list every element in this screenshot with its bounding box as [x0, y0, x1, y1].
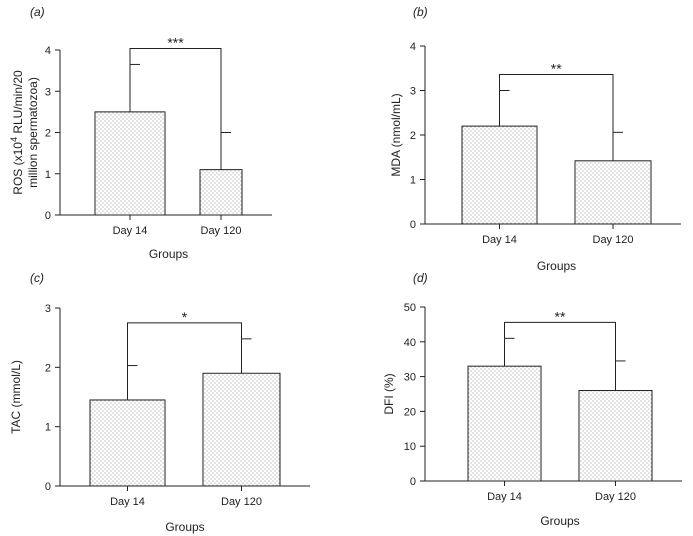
panel-label: (a) — [30, 5, 45, 19]
y-tick-label: 0 — [45, 210, 51, 222]
y-axis-label: DFI (%) — [382, 373, 396, 414]
y-tick-label: 3 — [45, 86, 51, 98]
x-tick-label: Day 120 — [221, 496, 262, 508]
y-tick-label: 1 — [45, 169, 51, 181]
x-axis-label: Groups — [540, 514, 579, 528]
x-tick-label: Day 14 — [482, 234, 517, 246]
significance-label: ** — [551, 61, 562, 77]
x-tick-label: Day 14 — [113, 225, 148, 237]
y-tick-label: 20 — [404, 406, 416, 418]
chart-panel-2: (b) 0 1 2 3 4 Day 14 Day 120 ** Groups MDA (nmol/m… — [389, 5, 681, 273]
chart-panel-1: (a) 0 1 2 3 4 Day 14 Day 120 *** Groups ROS (x104 … — [9, 5, 272, 261]
x-tick-label: Day 120 — [595, 491, 636, 503]
x-axis-label: Groups — [149, 247, 188, 261]
x-tick-label: Day 120 — [201, 225, 242, 237]
chart-panel-3: (c) 0 1 2 3 Day 14 Day 120 * Groups TAC (mmol/L) — [9, 271, 310, 534]
x-tick-label: Day 14 — [110, 496, 145, 508]
panel-label: (c) — [30, 271, 44, 285]
bar-1 — [467, 365, 542, 482]
y-tick-label: 30 — [404, 372, 416, 384]
significance-bracket — [129, 47, 222, 133]
bar-2 — [202, 372, 281, 487]
bar-2 — [578, 390, 653, 482]
significance-bracket — [127, 322, 242, 366]
y-tick-label: 1 — [45, 422, 51, 434]
y-axis-label: MDA (nmol/mL) — [389, 93, 403, 176]
y-axis-label-part: RLU/min/20 — [11, 70, 25, 137]
significance-label: *** — [167, 34, 184, 50]
panel-label: (d) — [413, 271, 428, 285]
y-tick-label: 0 — [410, 219, 416, 231]
bar-2 — [574, 160, 652, 225]
y-axis-label-line2: million spermatozoa) — [26, 77, 40, 188]
y-tick-label: 0 — [45, 481, 51, 493]
significance-label: ** — [555, 308, 566, 324]
y-axis-label: TAC (mmol/L) — [9, 360, 23, 434]
panel-label: (b) — [413, 5, 428, 19]
x-axis-label: Groups — [537, 259, 576, 273]
y-axis-label-line1: ROS (x104 RLU/min/20 — [9, 70, 25, 195]
y-tick-label: 3 — [410, 86, 416, 98]
y-tick-label: 4 — [45, 45, 51, 57]
y-tick-label: 3 — [45, 303, 51, 315]
bar-1 — [89, 399, 166, 487]
bar-1 — [94, 111, 166, 216]
y-axis-label-part: ROS (x10 — [11, 142, 25, 195]
chart-panel-4: (d) 0 10 20 30 40 50 Day 14 Day 120 ** Groups DFI (… — [382, 271, 682, 528]
y-axis-label-superscript: 4 — [9, 137, 19, 142]
y-tick-label: 1 — [410, 175, 416, 187]
bar-1 — [461, 125, 538, 225]
y-tick-label: 2 — [410, 130, 416, 142]
x-tick-label: Day 14 — [487, 491, 522, 503]
x-axis-label: Groups — [165, 520, 204, 534]
y-tick-label: 4 — [410, 41, 416, 53]
significance-label: * — [182, 309, 188, 325]
significance-bracket — [504, 321, 616, 361]
y-tick-label: 2 — [45, 128, 51, 140]
bar-2 — [199, 169, 243, 216]
x-tick-label: Day 120 — [593, 234, 634, 246]
significance-bracket — [499, 74, 614, 133]
y-tick-label: 50 — [404, 302, 416, 314]
y-tick-label: 2 — [45, 362, 51, 374]
y-tick-label: 40 — [404, 337, 416, 349]
y-tick-label: 10 — [404, 441, 416, 453]
y-tick-label: 0 — [410, 476, 416, 488]
